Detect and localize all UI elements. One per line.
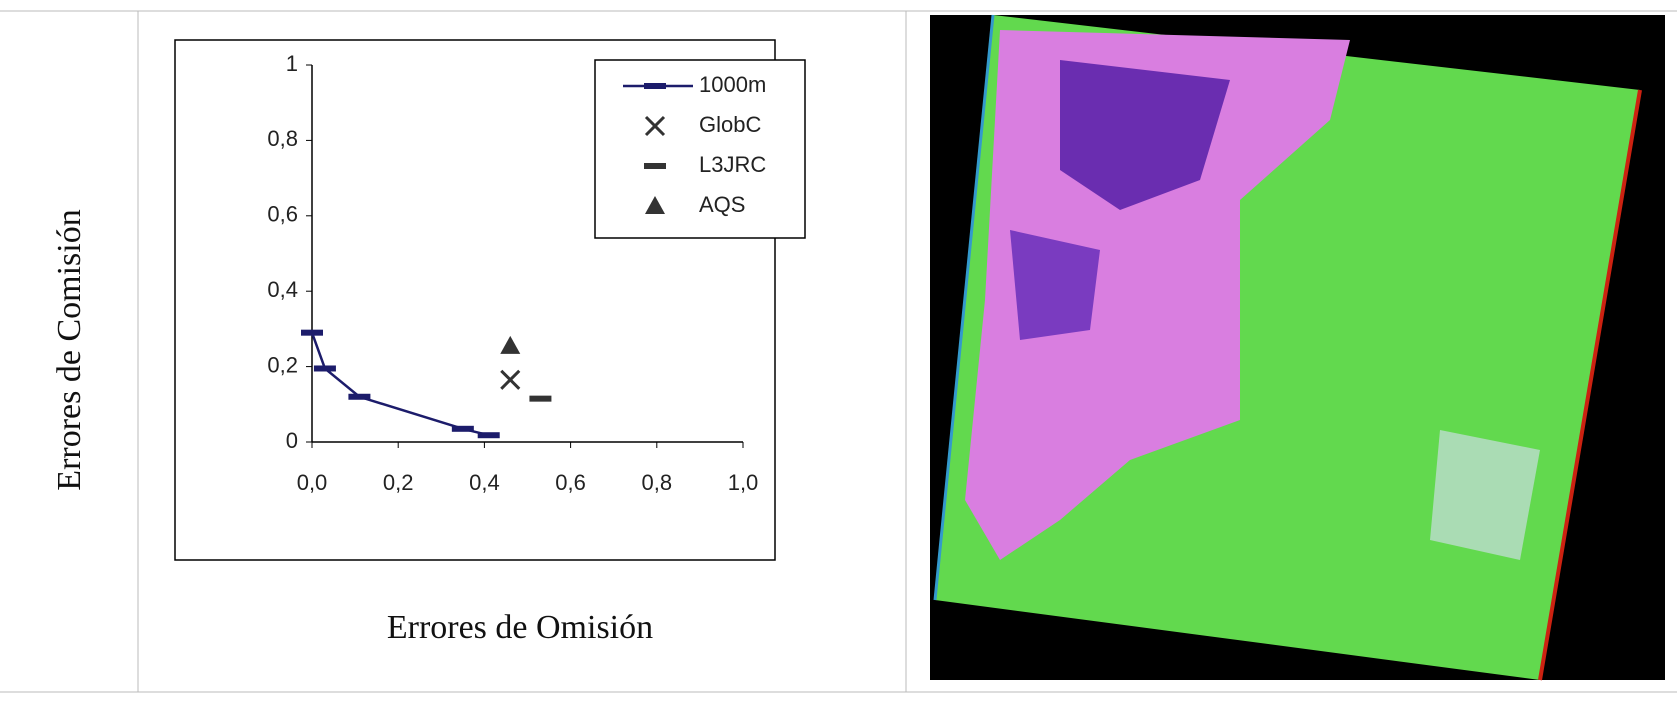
plot-frame [174,39,776,561]
satellite-image [930,14,1665,681]
legend-marker [644,115,666,137]
y-tick-label: 0,2 [267,352,298,377]
legend-box [594,59,806,239]
marker [500,335,521,354]
legend-label: L3JRC [699,152,766,177]
marker [313,365,336,372]
marker [477,432,500,439]
y-tick-label: 0 [286,428,298,453]
legend-label: 1000m [699,72,766,97]
x-tick-label: 1,0 [728,470,759,495]
legend-label: GlobC [699,112,761,137]
legend-label: AQS [699,192,745,217]
y-axis-title: Errores de Comisión [51,209,88,490]
y-tick-label: 1 [286,51,298,76]
x-tick-label: 0,4 [469,470,500,495]
image-patch [1010,230,1100,340]
image-patch [1060,60,1230,210]
x-tick-label: 0,8 [642,470,673,495]
image-edge [1538,89,1642,681]
image-edge [933,14,995,601]
marker [451,425,474,432]
marker [348,393,371,400]
legend-marker [645,196,665,214]
series-line [310,332,490,437]
x-tick-label: 0,0 [297,470,328,495]
marker [500,369,521,390]
y-tick-label: 0,4 [267,277,298,302]
x-axis-title: Errores de Omisión [387,609,653,646]
legend-marker [644,83,666,89]
y-tick-label: 0,8 [267,126,298,151]
image-patch [1430,430,1540,560]
legend: 1000m GlobC L3JRC AQS [594,59,806,239]
y-tick-label: 0,6 [267,202,298,227]
legend-marker [644,163,666,169]
marker [301,329,323,336]
x-tick-label: 0,2 [383,470,414,495]
x-tick-label: 0,6 [555,470,586,495]
marker [529,395,552,402]
